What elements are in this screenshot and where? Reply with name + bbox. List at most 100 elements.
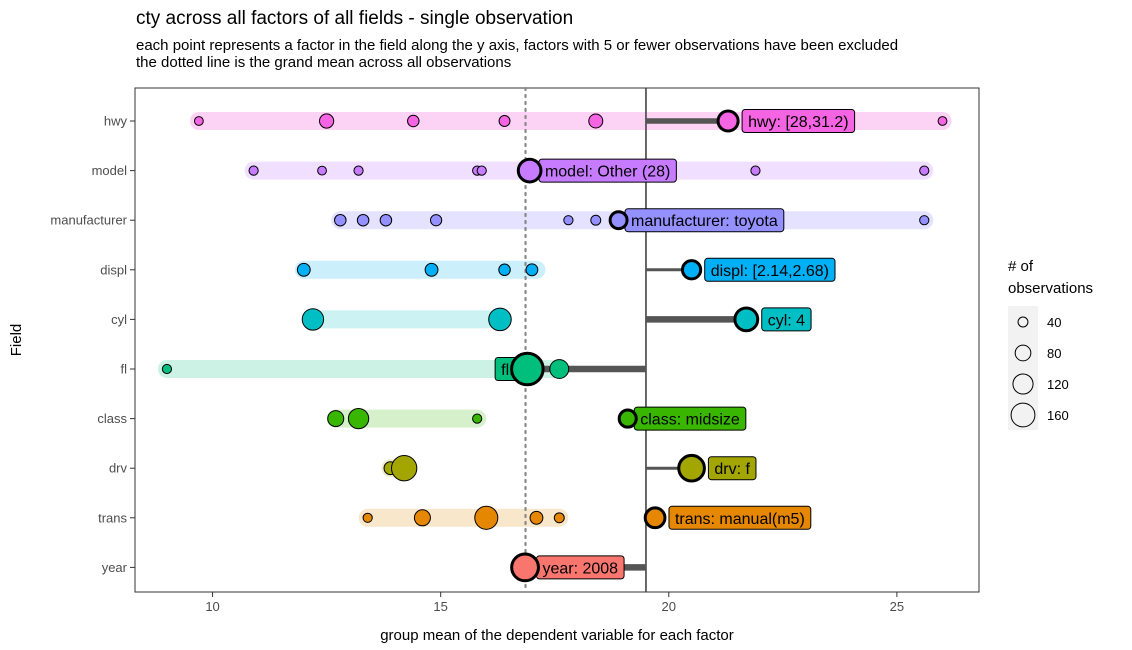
selected-label-text: drv: f <box>714 461 750 478</box>
factor-point <box>353 165 364 176</box>
selected-label: year: 2008 <box>535 555 625 580</box>
selected-label: displ: [2.14,2.68) <box>704 257 836 282</box>
factor-point <box>937 116 948 126</box>
factor-point <box>750 165 761 176</box>
factor-point <box>379 213 393 227</box>
selected-label-text: manufacturer: toyota <box>631 213 778 230</box>
selected-label-box <box>741 109 856 133</box>
x-tick-label: 10 <box>205 599 219 614</box>
selected-label-box <box>707 456 757 481</box>
y-tick-label: model <box>92 163 128 178</box>
factor-point <box>347 407 370 430</box>
factor-point <box>161 363 173 375</box>
y-tick-label: fl <box>121 362 128 377</box>
selected-point <box>716 109 740 133</box>
factor-point <box>474 505 499 530</box>
factor-point <box>301 308 325 331</box>
selected-label: hwy: [28,31.2) <box>741 109 856 133</box>
factor-point <box>319 113 335 129</box>
factor-point <box>413 509 431 527</box>
y-tick-label: hwy <box>104 114 128 129</box>
panel-border <box>134 87 980 593</box>
selected-label-text: model: Other (28) <box>545 164 670 181</box>
factor-point <box>549 359 570 379</box>
selected-label-text: cyl: 4 <box>768 312 805 329</box>
selected-point <box>516 157 543 184</box>
legend-key-circle <box>1012 373 1034 395</box>
selected-point <box>680 259 703 281</box>
factor-point <box>563 215 574 226</box>
subtitle-line-1: each point represents a factor in the fi… <box>136 37 899 54</box>
factor-point <box>498 115 511 127</box>
selected-label-box <box>668 505 812 530</box>
factor-point <box>362 512 373 523</box>
factor-point <box>553 512 565 524</box>
factor-point <box>193 116 204 126</box>
legend-key-label: 160 <box>1047 408 1069 423</box>
selected-point <box>608 210 629 231</box>
legend-key-circle <box>1010 402 1036 428</box>
factor-point <box>472 413 483 424</box>
legend-title-line-2: observations <box>1008 280 1093 297</box>
factor-point <box>590 214 602 226</box>
y-tick-label: drv <box>109 461 128 476</box>
factor-point <box>476 165 487 176</box>
selected-label-text: class: midsize <box>640 412 740 429</box>
legend-key-background <box>1008 306 1038 430</box>
x-axis-title: group mean of the dependent variable for… <box>380 627 734 644</box>
selected-point <box>643 506 667 530</box>
factor-point <box>407 114 420 128</box>
x-tick-label: 15 <box>433 599 447 614</box>
selected-point <box>677 453 706 483</box>
y-tick-label: cyl <box>111 312 127 327</box>
y-tick-label: manufacturer <box>50 213 127 228</box>
selected-label: drv: f <box>707 456 757 481</box>
selected-label: trans: manual(m5) <box>668 505 812 530</box>
factor-point <box>356 213 370 227</box>
legend-key-label: 40 <box>1047 315 1061 330</box>
factor-point <box>391 455 418 482</box>
selected-point <box>733 306 760 333</box>
selected-point <box>510 351 545 387</box>
y-tick-label: displ <box>100 262 127 277</box>
selected-label: manufacturer: toyota <box>624 208 785 233</box>
legend-key-circle <box>1017 316 1029 328</box>
chart-title: cty across all factors of all fields - s… <box>136 8 574 29</box>
selected-label: cyl: 4 <box>761 307 812 332</box>
factor-point <box>919 165 930 176</box>
y-tick-label: year <box>102 560 128 575</box>
chart-subtitle: each point represents a factor in the fi… <box>136 37 898 71</box>
factor-point <box>327 410 345 428</box>
x-tick-label: 20 <box>662 599 676 614</box>
factor-point <box>525 263 539 277</box>
factor-point <box>424 262 439 277</box>
legend-key-circle <box>1014 344 1032 362</box>
factor-point <box>488 307 512 332</box>
y-tick-label: class <box>97 411 127 426</box>
selected-label-text: displ: [2.14,2.68) <box>711 263 829 280</box>
legend-key-label: 120 <box>1047 377 1069 392</box>
y-tick-label: trans <box>98 510 127 525</box>
factor-point <box>334 213 347 227</box>
factor-point <box>498 263 511 277</box>
selected-point <box>617 408 638 429</box>
legend-key-label: 80 <box>1047 346 1061 361</box>
subtitle-line-2: the dotted line is the grand mean across… <box>136 54 512 71</box>
selected-label: model: Other (28) <box>538 158 677 183</box>
size-legend: # of observations 40 80 120 160 <box>1008 258 1093 430</box>
factor-point <box>317 165 327 176</box>
selected-label: class: midsize <box>633 406 747 431</box>
selected-point <box>510 552 540 583</box>
selected-label-text: hwy: [28,31.2) <box>748 114 849 131</box>
factor-point <box>296 262 311 277</box>
x-tick-label: 25 <box>890 599 904 614</box>
factor-point <box>529 510 544 525</box>
factor-point <box>919 215 930 226</box>
selected-label-box <box>704 257 836 282</box>
factor-point <box>248 165 259 176</box>
selected-label-text: year: 2008 <box>542 560 618 577</box>
selected-label-text: trans: manual(m5) <box>675 511 805 528</box>
factor-point <box>429 214 443 227</box>
selected-label-box <box>761 307 812 332</box>
